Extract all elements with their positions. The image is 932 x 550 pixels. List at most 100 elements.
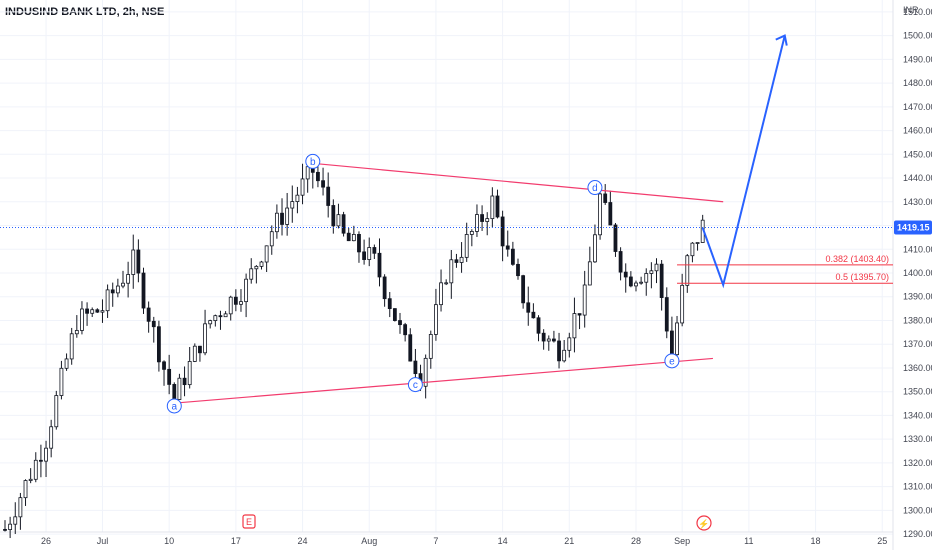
candle-body bbox=[54, 395, 59, 428]
candle-body bbox=[285, 207, 290, 225]
candle-body bbox=[439, 282, 443, 306]
candle-body bbox=[300, 178, 305, 196]
candle-body bbox=[659, 263, 664, 298]
candle-body bbox=[444, 282, 449, 285]
wave-label-circle bbox=[305, 153, 321, 169]
candle-body bbox=[172, 384, 177, 400]
candle-body bbox=[387, 298, 392, 309]
price-tick-label: 1310.00 bbox=[903, 482, 932, 492]
price-tick-label: 1490.00 bbox=[903, 54, 932, 64]
candle-body bbox=[413, 360, 418, 375]
candle-body bbox=[198, 345, 202, 354]
time-tick-label: Aug bbox=[361, 536, 377, 546]
price-tick-label: 1290.00 bbox=[903, 529, 932, 539]
candle-body bbox=[146, 307, 151, 322]
candle-body bbox=[305, 166, 310, 180]
candle-body bbox=[100, 310, 105, 313]
candle-body bbox=[403, 324, 408, 336]
fib-level-label: 0.5 (1395.70) bbox=[835, 272, 889, 282]
wave-label: b bbox=[310, 157, 316, 168]
candle-body bbox=[562, 349, 567, 362]
time-tick-label: Jul bbox=[97, 536, 109, 546]
triangle-trendline bbox=[169, 357, 713, 405]
candle-body bbox=[290, 201, 295, 209]
candle-body bbox=[69, 333, 74, 360]
candle-body bbox=[156, 326, 161, 363]
time-tick-label: 24 bbox=[298, 536, 308, 546]
time-tick-label: 11 bbox=[744, 536, 753, 546]
candle-body bbox=[316, 171, 320, 182]
candle-body bbox=[490, 195, 495, 220]
price-tick-label: 1450.00 bbox=[903, 149, 932, 159]
candle-body bbox=[182, 377, 187, 386]
candle-body bbox=[259, 261, 264, 267]
candle-body bbox=[136, 249, 141, 274]
candle-body bbox=[23, 480, 28, 499]
candle-body bbox=[254, 265, 259, 270]
time-tick-label: 7 bbox=[433, 536, 438, 546]
candle-body bbox=[295, 194, 300, 202]
candle-body bbox=[469, 231, 474, 235]
price-tick-label: 1510.00 bbox=[903, 7, 932, 17]
dividend-icon-label: ⚡ bbox=[698, 518, 709, 530]
candle-body bbox=[131, 249, 136, 275]
candle-body bbox=[321, 180, 325, 188]
time-tick-label: 14 bbox=[498, 536, 508, 546]
candle-body bbox=[208, 320, 213, 325]
candle-body bbox=[336, 214, 341, 227]
candle-body bbox=[28, 478, 33, 481]
price-tick-label: 1430.00 bbox=[903, 197, 932, 207]
candle-body bbox=[239, 301, 243, 305]
candle-body bbox=[541, 332, 546, 342]
wave-label-circle bbox=[407, 377, 423, 393]
candle-body bbox=[44, 447, 48, 462]
candle-body bbox=[644, 273, 649, 283]
time-tick-label: 28 bbox=[631, 536, 641, 546]
candle-body bbox=[449, 259, 454, 284]
price-tick-label: 1460.00 bbox=[903, 126, 932, 136]
price-tick-label: 1480.00 bbox=[903, 78, 932, 88]
earnings-icon bbox=[242, 514, 256, 529]
price-tick-label: 1350.00 bbox=[903, 387, 932, 397]
candle-body bbox=[141, 272, 146, 309]
candle-body bbox=[377, 252, 382, 278]
candle-body bbox=[49, 426, 54, 449]
candle-body bbox=[90, 309, 95, 314]
earnings-icon-label: E bbox=[246, 517, 252, 527]
wave-label: e bbox=[669, 356, 675, 367]
candle-body bbox=[423, 357, 428, 387]
time-tick-label: Sep bbox=[674, 536, 690, 546]
candle-body bbox=[593, 234, 597, 263]
candle-body bbox=[264, 245, 269, 263]
candle-body bbox=[326, 186, 331, 206]
price-tick-label: 1410.00 bbox=[903, 244, 932, 254]
candle-body bbox=[505, 245, 510, 250]
candle-body bbox=[8, 523, 13, 531]
candle-body bbox=[500, 216, 505, 247]
candle-body bbox=[675, 322, 679, 356]
candle-body bbox=[95, 309, 100, 313]
candle-body bbox=[351, 233, 356, 242]
candle-body bbox=[510, 248, 515, 265]
wave-label-circle bbox=[587, 180, 603, 196]
candle-body bbox=[346, 232, 351, 242]
wave-label-circle bbox=[664, 353, 680, 369]
candle-body bbox=[203, 323, 207, 354]
candle-body bbox=[64, 358, 69, 369]
candle-body bbox=[341, 214, 346, 234]
price-tick-label: 1300.00 bbox=[903, 505, 932, 515]
candle-body bbox=[280, 212, 284, 225]
candle-body bbox=[3, 528, 7, 531]
fib-level-label: 0.382 (1403.40) bbox=[825, 254, 889, 264]
candle-body bbox=[608, 202, 613, 226]
candle-body bbox=[39, 459, 43, 462]
candle-body bbox=[372, 247, 377, 254]
candle-body bbox=[177, 377, 182, 400]
candle-body bbox=[598, 193, 602, 236]
time-tick-label: 25 bbox=[877, 536, 887, 546]
wave-label-circle bbox=[166, 398, 182, 414]
candle-body bbox=[639, 281, 644, 284]
candle-body bbox=[85, 308, 89, 314]
candle-body bbox=[244, 278, 249, 303]
